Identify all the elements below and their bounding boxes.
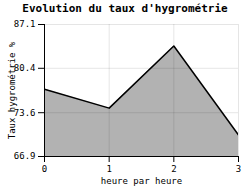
- svg-text:Taux hygrométrie %: Taux hygrométrie %: [7, 41, 17, 139]
- svg-text:heure par heure: heure par heure: [101, 176, 182, 186]
- svg-text:0: 0: [42, 164, 47, 174]
- svg-text:1: 1: [106, 164, 111, 174]
- svg-text:73.6: 73.6: [14, 108, 36, 118]
- svg-text:66.9: 66.9: [14, 151, 36, 161]
- svg-text:80.4: 80.4: [14, 63, 36, 73]
- svg-text:87.1: 87.1: [14, 19, 36, 29]
- html-text:Evolution du taux d'hygrométri: Evolution du taux d'hygrométrie: [22, 2, 228, 15]
- svg-text:2: 2: [171, 164, 176, 174]
- svg-text:3: 3: [236, 164, 241, 174]
